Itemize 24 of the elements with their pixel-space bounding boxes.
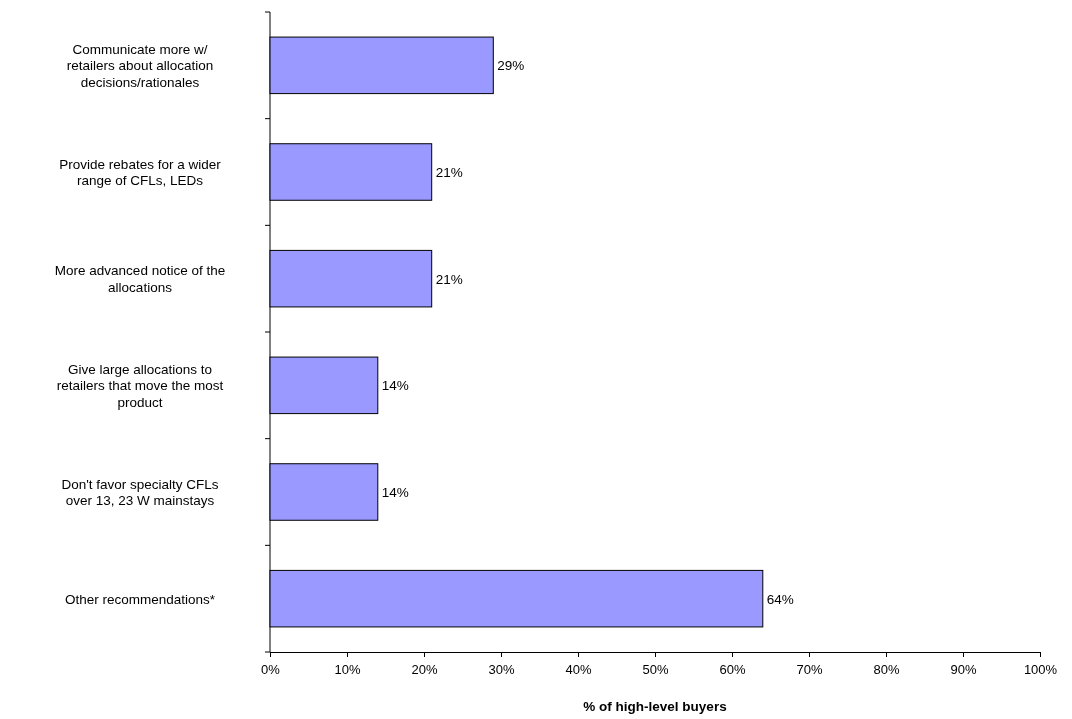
x-tick-label: 80% [873, 662, 900, 678]
data-label: 29% [497, 58, 525, 74]
y-tick-label: Other recommendations* [64, 591, 216, 607]
x-tick-label: 40% [565, 662, 592, 678]
y-tick-label: More advanced notice of the allocations [54, 263, 226, 295]
data-label: 64% [766, 591, 794, 607]
x-tick-label: 0% [261, 662, 281, 678]
x-tick-label: 70% [796, 662, 823, 678]
y-tick-label: Provide rebates for a wider range of CFLs, LEDs [59, 156, 222, 189]
x-axis-title: % of high-level buyers [583, 699, 727, 714]
x-tick-label: 30% [488, 662, 515, 678]
y-tick-label: Give large allocations to retailers that move the most product [56, 361, 224, 410]
x-tick-label: 10% [334, 662, 361, 678]
x-tick-label: 20% [411, 662, 438, 678]
y-tick-label: Don't favor specialty CFLs over 13, 23 W mainstays [61, 476, 219, 509]
data-label: 14% [381, 485, 409, 500]
x-tick-label: 100% [1023, 662, 1058, 678]
data-label: 21% [435, 165, 463, 180]
data-label: 21% [435, 271, 463, 287]
x-tick-label: 90% [950, 662, 977, 678]
x-tick-label: 60% [719, 662, 746, 678]
x-tick-label: 50% [642, 662, 669, 678]
y-tick-label: Communicate more w/ retailers about allocation decisions/rationales [66, 41, 214, 90]
data-label: 14% [381, 378, 409, 394]
